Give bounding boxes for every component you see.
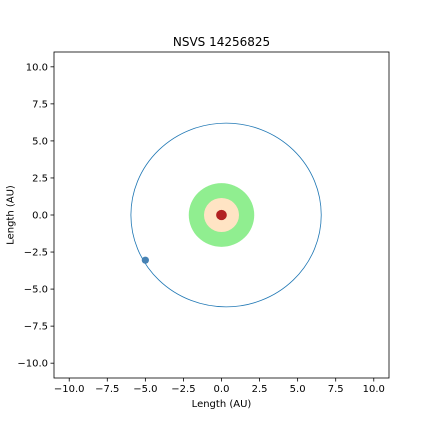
- y-tick-label: −7.5: [24, 322, 48, 333]
- x-tick-label: −2.5: [171, 384, 195, 395]
- y-tick-label: −2.5: [24, 248, 48, 259]
- y-tick-label: 5.0: [32, 136, 48, 147]
- x-axis-label: Length (AU): [192, 399, 252, 410]
- y-tick-label: 7.5: [32, 99, 48, 110]
- y-tick-label: 0.0: [32, 211, 48, 222]
- x-tick-label: 10.0: [363, 384, 385, 395]
- y-tick-label: 10.0: [26, 62, 48, 73]
- x-tick-label: −7.5: [95, 384, 119, 395]
- x-tick-label: 2.5: [252, 384, 268, 395]
- star-marker: [216, 209, 227, 221]
- plot-area: [130, 122, 322, 308]
- y-tick-label: −10.0: [17, 359, 48, 370]
- planet-orbit: [130, 122, 322, 308]
- chart-title: NSVS 14256825: [173, 35, 270, 49]
- y-axis-label: Length (AU): [6, 185, 17, 245]
- x-axis-ticks: −10.0 −7.5 −5.0 −2.5 0.0 2.5 5.0 7.5 10.0: [54, 378, 385, 395]
- x-tick-label: 5.0: [290, 384, 306, 395]
- y-axis-ticks: −10.0 −7.5 −5.0 −2.5 0.0 2.5 5.0 7.5 10.0: [17, 62, 54, 370]
- x-tick-label: −5.0: [133, 384, 157, 395]
- x-tick-label: −10.0: [54, 384, 85, 395]
- planet-marker: [141, 256, 149, 264]
- y-tick-label: 2.5: [32, 173, 48, 184]
- x-tick-label: 7.5: [328, 384, 344, 395]
- y-tick-label: −5.0: [24, 285, 48, 296]
- x-tick-label: 0.0: [214, 384, 230, 395]
